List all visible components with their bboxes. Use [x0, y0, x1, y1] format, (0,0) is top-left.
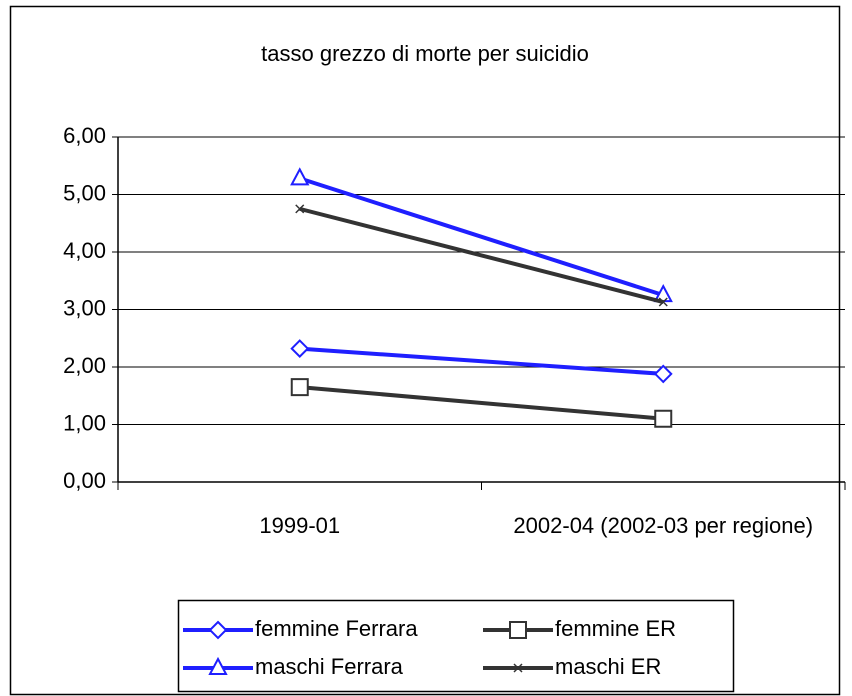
- marker: [208, 656, 228, 675]
- marker: [509, 621, 527, 639]
- y-tick-label: 0,00: [63, 468, 106, 493]
- marker: [290, 167, 310, 186]
- marker: [654, 409, 673, 428]
- marker: [658, 297, 668, 307]
- x-tick-label: 1999-01: [259, 513, 341, 538]
- chart-title: tasso grezzo di morte per suicidio: [261, 41, 589, 66]
- legend-box: [177, 599, 735, 693]
- y-tick-label: 3,00: [63, 295, 106, 320]
- series-line: [299, 385, 664, 421]
- series-line: [299, 176, 664, 298]
- legend-label: femmine ER: [555, 616, 676, 641]
- legend-label: maschi ER: [555, 654, 661, 679]
- marker: [653, 364, 673, 384]
- legend-label: maschi Ferrara: [255, 654, 404, 679]
- y-tick-label: 2,00: [63, 353, 106, 378]
- series-line: [299, 206, 664, 304]
- chart-frame: [9, 5, 841, 696]
- y-tick-label: 6,00: [63, 123, 106, 148]
- y-tick-label: 1,00: [63, 410, 106, 435]
- marker: [290, 378, 309, 397]
- legend-label: femmine Ferrara: [255, 616, 418, 641]
- y-tick-label: 4,00: [63, 238, 106, 263]
- marker: [513, 663, 523, 673]
- marker: [295, 204, 305, 214]
- series-line: [299, 346, 664, 376]
- y-tick-label: 5,00: [63, 180, 106, 205]
- marker: [290, 339, 310, 359]
- x-tick-label: 2002-04 (2002-03 per regione): [513, 513, 814, 538]
- marker: [208, 620, 228, 640]
